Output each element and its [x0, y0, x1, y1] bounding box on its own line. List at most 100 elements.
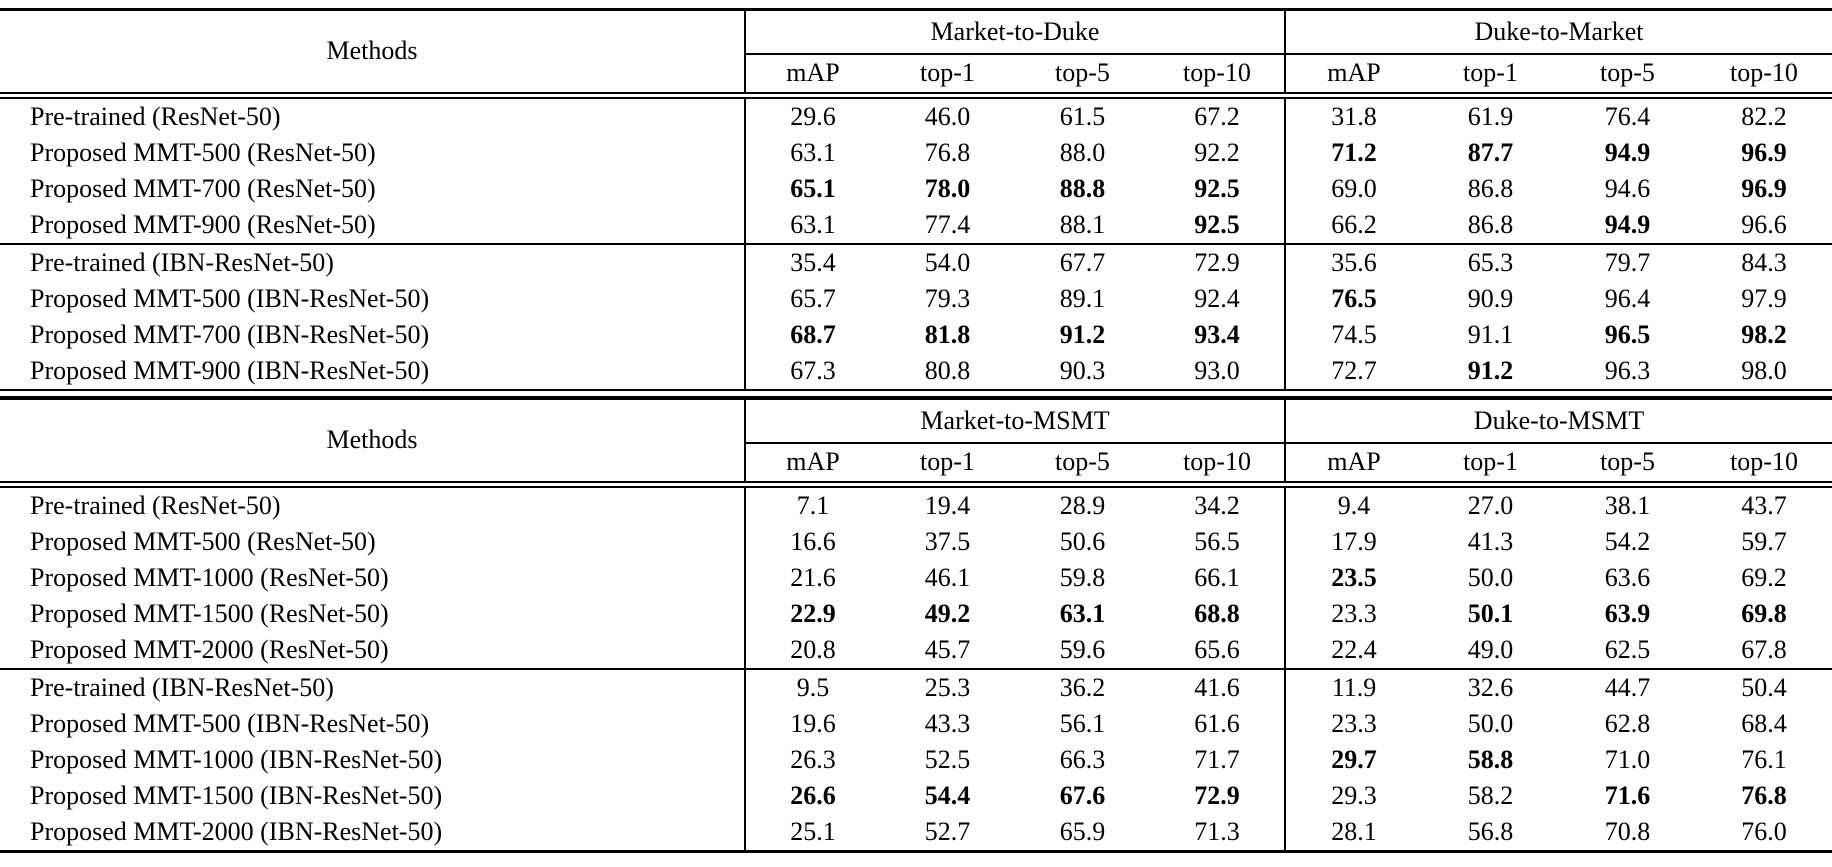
value-cell: 92.2 — [1150, 135, 1286, 171]
method-cell: Pre-trained (ResNet-50) — [0, 484, 746, 524]
value-cell: 52.5 — [924, 744, 971, 774]
group-header-duke-to-msmt: Duke-to-MSMT — [1285, 398, 1832, 444]
value-cell: 46.0 — [924, 101, 971, 131]
value-cell: 71.2 — [1331, 137, 1377, 167]
value-cell: 80.8 — [924, 355, 971, 385]
value-cell: 71.6 — [1604, 780, 1651, 810]
value-cell: 36.2 — [1015, 668, 1150, 706]
table-body: Pre-trained (ResNet-50) 29.6 46.0 61.5 67.2 3… — [0, 95, 1832, 390]
value-cell: 78.0 — [924, 173, 971, 203]
value-cell: 79.7 — [1559, 243, 1696, 281]
value-cell: 59.8 — [1059, 562, 1106, 592]
column-header-row: mAP top-1 top-5 top-10 mAP top-1 top-5 t… — [0, 54, 1832, 99]
value-cell: 26.6 — [790, 780, 836, 810]
value-cell: 50.1 — [1467, 598, 1514, 628]
column-header-top5: top-5 — [1015, 54, 1150, 99]
value-cell: 50.4 — [1696, 668, 1832, 706]
column-header-top10: top-10 — [1696, 54, 1832, 99]
value-cell: 67.8 — [1741, 634, 1787, 664]
value-cell: 72.7 — [1331, 355, 1377, 385]
table-row: Proposed MMT-2000 (ResNet-50) 20.8 45.7 59.… — [0, 632, 1832, 669]
value-cell: 38.1 — [1604, 490, 1651, 520]
column-header-top10: top-10 — [1150, 443, 1287, 488]
method-cell: Proposed MMT-500 (IBN-ResNet-50) — [0, 706, 746, 742]
value-cell: 59.6 — [1059, 634, 1106, 664]
value-cell: 62.8 — [1604, 708, 1651, 738]
value-cell: 71.0 — [1604, 744, 1651, 774]
value-cell: 88.1 — [1059, 209, 1106, 239]
value-cell: 66.2 — [1331, 209, 1377, 239]
value-cell: 90.9 — [1467, 283, 1514, 313]
column-header-top1: top-1 — [1422, 443, 1560, 488]
value-cell: 79.3 — [924, 283, 971, 313]
value-cell: 45.7 — [924, 634, 971, 664]
value-cell: 90.3 — [1059, 355, 1106, 385]
value-cell: 11.9 — [1285, 668, 1423, 706]
methods-header: Methods — [0, 9, 746, 99]
method-cell: Proposed MMT-900 (IBN-ResNet-50) — [0, 353, 746, 390]
value-cell: 65.3 — [1422, 243, 1559, 281]
group-header-market-to-duke: Market-to-Duke — [745, 9, 1286, 55]
value-cell: 56.1 — [1059, 708, 1106, 738]
column-header-top5: top-5 — [1559, 443, 1697, 488]
value-cell: 98.2 — [1741, 319, 1787, 349]
value-cell: 98.0 — [1741, 355, 1787, 385]
group-header-market-to-msmt: Market-to-MSMT — [745, 398, 1287, 444]
method-cell: Proposed MMT-2000 (ResNet-50) — [0, 632, 746, 669]
value-cell: 67.6 — [1059, 780, 1106, 810]
value-cell: 65.9 — [1059, 816, 1106, 846]
value-cell: 87.7 — [1467, 137, 1514, 167]
value-cell: 52.7 — [924, 816, 971, 846]
value-cell: 22.9 — [790, 598, 836, 628]
method-cell: Proposed MMT-500 (ResNet-50) — [0, 524, 746, 560]
value-cell: 22.4 — [1331, 634, 1377, 664]
table-row: Pre-trained (IBN-ResNet-50) 35.4 54.0 67.7 7… — [0, 243, 1832, 281]
value-cell: 93.4 — [1150, 317, 1286, 353]
value-cell: 9.4 — [1337, 490, 1371, 520]
value-cell: 94.6 — [1604, 173, 1651, 203]
value-cell: 69.0 — [1331, 173, 1377, 203]
value-cell: 23.3 — [1331, 708, 1377, 738]
value-cell: 63.1 — [790, 137, 836, 167]
value-cell: 76.8 — [924, 137, 971, 167]
value-cell: 89.1 — [1059, 283, 1106, 313]
value-cell: 19.6 — [790, 708, 836, 738]
value-cell: 94.9 — [1604, 137, 1651, 167]
value-cell: 27.0 — [1467, 490, 1514, 520]
value-cell: 67.7 — [1015, 243, 1150, 281]
value-cell: 25.1 — [790, 816, 836, 846]
column-header-map: mAP — [1285, 443, 1423, 488]
value-cell: 69.8 — [1741, 598, 1787, 628]
column-header-top1: top-1 — [880, 443, 1015, 488]
value-cell: 26.3 — [790, 744, 836, 774]
method-cell: Pre-trained (IBN-ResNet-50) — [0, 668, 746, 706]
value-cell: 86.8 — [1467, 173, 1514, 203]
column-header-map: mAP — [745, 54, 880, 99]
value-cell: 67.3 — [790, 355, 836, 385]
table-row: Proposed MMT-900 (ResNet-50) 63.1 77.4 88.1… — [0, 207, 1832, 244]
value-cell: 23.3 — [1331, 598, 1377, 628]
value-cell: 58.8 — [1467, 744, 1514, 774]
value-cell: 54.4 — [924, 780, 971, 810]
value-cell: 76.0 — [1741, 816, 1787, 846]
value-cell: 65.7 — [790, 283, 836, 313]
value-cell: 29.3 — [1331, 780, 1377, 810]
value-cell: 31.8 — [1331, 101, 1377, 131]
value-cell: 50.6 — [1059, 526, 1106, 556]
value-cell: 92.5 — [1150, 171, 1286, 207]
value-cell: 91.2 — [1059, 319, 1106, 349]
value-cell: 76.8 — [1741, 780, 1787, 810]
value-cell: 29.6 — [790, 101, 836, 131]
value-cell: 25.3 — [880, 668, 1015, 706]
method-cell: Proposed MMT-1000 (IBN-ResNet-50) — [0, 742, 746, 778]
value-cell: 32.6 — [1422, 668, 1560, 706]
value-cell: 7.1 — [796, 490, 830, 520]
column-header-map: mAP — [745, 443, 880, 488]
value-cell: 9.5 — [745, 668, 880, 706]
value-cell: 34.2 — [1150, 484, 1287, 524]
value-cell: 63.1 — [790, 209, 836, 239]
value-cell: 17.9 — [1331, 526, 1377, 556]
value-cell: 76.5 — [1331, 283, 1377, 313]
method-cell: Proposed MMT-1000 (ResNet-50) — [0, 560, 746, 596]
